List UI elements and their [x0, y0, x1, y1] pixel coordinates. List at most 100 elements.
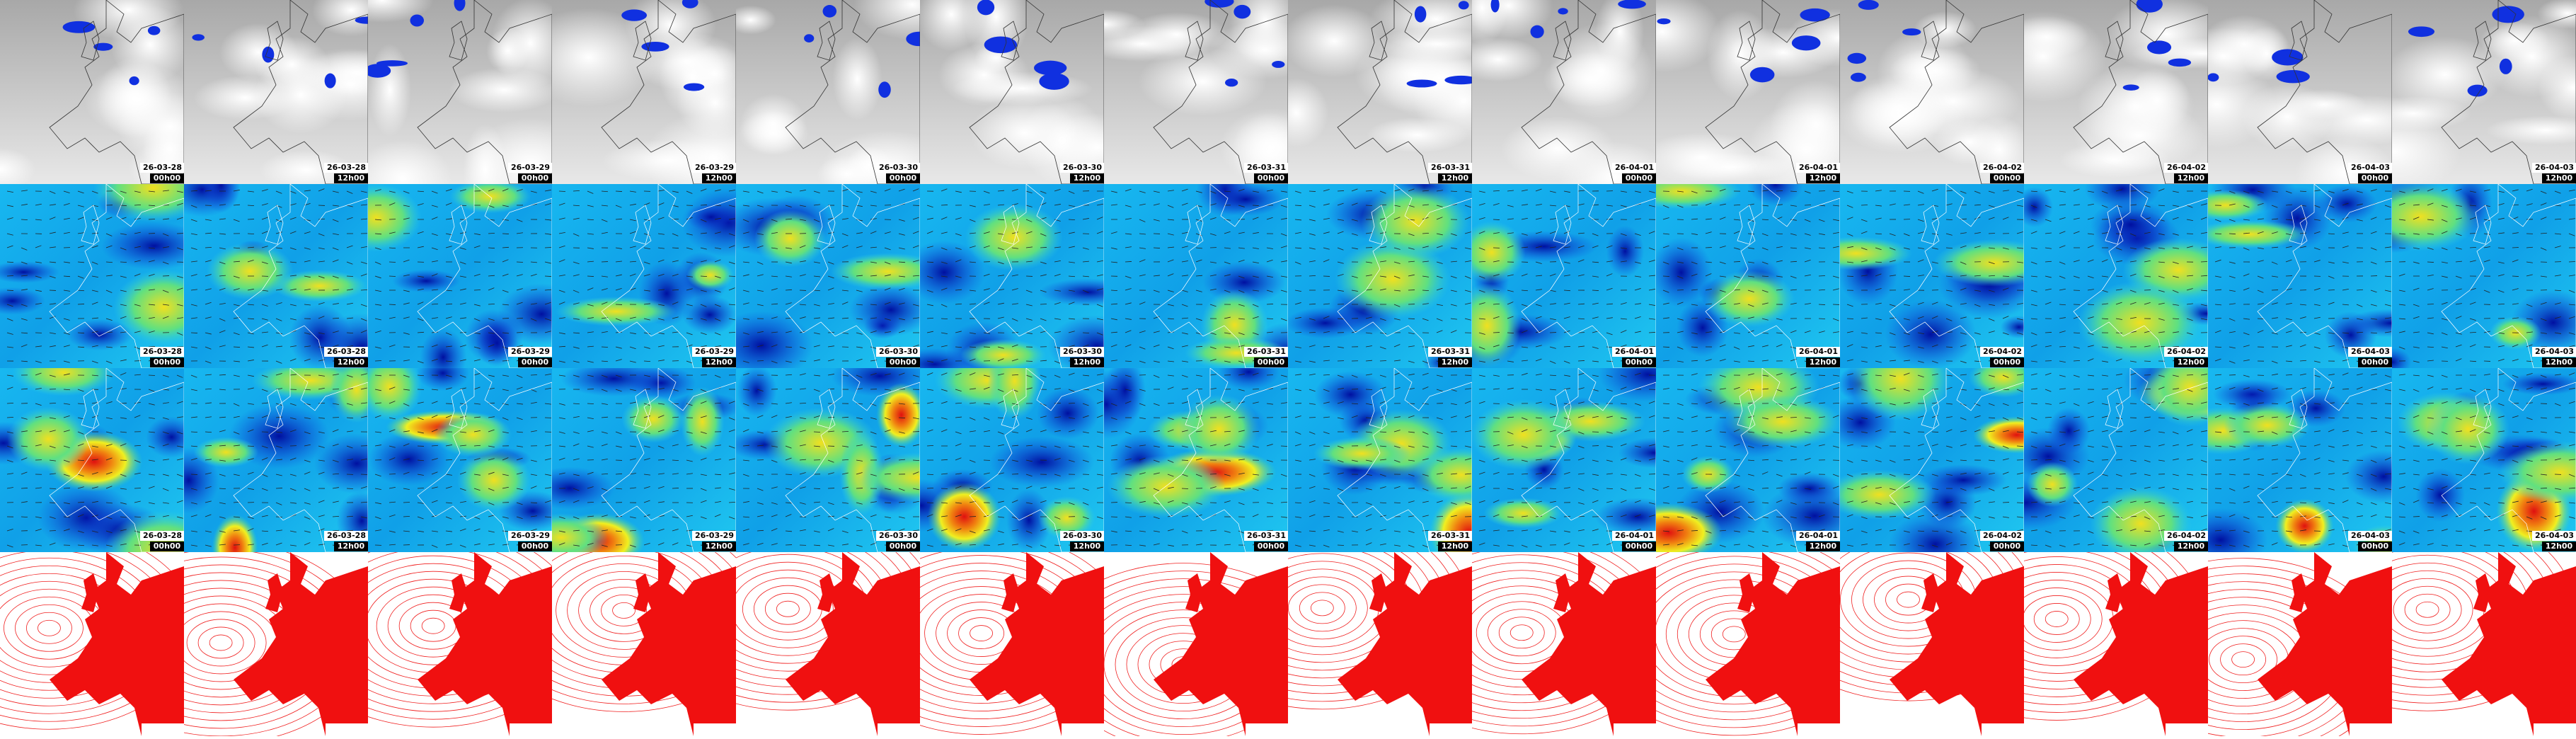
wind-arrow — [602, 347, 608, 348]
wind-arrow — [1366, 389, 1372, 390]
date-label: 26-03-28 — [327, 347, 366, 356]
date-label: 26-04-02 — [1983, 163, 2022, 172]
jet — [193, 437, 258, 467]
wind-arrow — [50, 488, 56, 489]
time-label: 00h00 — [522, 173, 549, 183]
precip — [2123, 84, 2139, 90]
time-label: 00h00 — [1258, 542, 1285, 551]
jet — [965, 204, 1062, 271]
calm — [1606, 226, 1644, 277]
time-label: 12h00 — [1074, 173, 1101, 183]
jet — [621, 395, 684, 443]
wind-arrow — [1323, 346, 1330, 347]
date-label: 26-04-03 — [2535, 163, 2574, 172]
cloud — [254, 37, 329, 93]
jet — [2191, 220, 2308, 248]
time-label: 12h00 — [338, 357, 365, 367]
wind-arrow — [1847, 276, 1853, 277]
jet — [449, 179, 531, 213]
precip — [822, 5, 836, 18]
wind-arrow — [403, 502, 410, 503]
time-label: 12h00 — [1810, 173, 1837, 183]
time-label: 12h00 — [1810, 542, 1837, 551]
cloud — [970, 96, 1079, 169]
precip — [1800, 8, 1829, 22]
wind-arrow — [2427, 262, 2434, 263]
time-label: 12h00 — [1442, 173, 1469, 183]
wind-arrow — [729, 276, 735, 277]
date-label: 26-04-02 — [2167, 347, 2206, 356]
date-label: 26-04-01 — [1615, 531, 1654, 540]
wind-arrow — [234, 347, 240, 348]
precip — [1459, 1, 1469, 9]
date-label: 26-03-28 — [143, 163, 182, 172]
wind-arrow — [2130, 190, 2137, 191]
date-label: 26-03-29 — [695, 163, 734, 172]
time-label: 12h00 — [2178, 173, 2205, 183]
wind-arrow — [1493, 219, 1500, 220]
jet — [1313, 437, 1410, 470]
precip — [1657, 18, 1671, 24]
calm — [476, 319, 518, 367]
date-label: 26-04-03 — [2535, 347, 2574, 356]
wind-arrow — [7, 290, 13, 291]
precip — [2492, 6, 2524, 23]
date-label: 26-03-30 — [879, 347, 918, 356]
date-label: 26-04-02 — [2167, 163, 2206, 172]
time-label: 12h00 — [706, 173, 733, 183]
precip — [325, 74, 336, 88]
calm — [1207, 183, 1284, 217]
cloud — [1543, 52, 1639, 108]
wind-arrow — [1734, 417, 1740, 418]
jet — [2027, 462, 2078, 507]
precip — [878, 81, 890, 98]
cloud — [1914, 11, 1977, 48]
precip — [1750, 67, 1775, 83]
time-label: 12h00 — [1810, 357, 1837, 367]
wind-arrow — [2470, 233, 2476, 234]
cloud — [1836, 80, 1965, 154]
jet — [1704, 270, 1795, 328]
date-label: 26-04-01 — [1799, 163, 1838, 172]
wind-arrow — [517, 332, 523, 333]
jet — [876, 383, 926, 447]
wind-arrow — [1904, 276, 1910, 277]
wind-arrow — [1125, 261, 1132, 262]
precip — [1558, 8, 1568, 14]
calm — [1778, 472, 1842, 504]
date-label: 26-03-28 — [143, 531, 182, 540]
wind-arrow — [1989, 233, 1995, 234]
time-label: 00h00 — [522, 542, 549, 551]
date-label: 26-03-31 — [1431, 531, 1470, 540]
cloud — [2124, 67, 2190, 133]
date-label: 26-04-01 — [1799, 347, 1838, 356]
date-label: 26-04-01 — [1799, 531, 1838, 540]
wind-arrow — [2512, 276, 2519, 277]
jet — [686, 260, 734, 290]
panel-layer — [1072, 354, 1288, 552]
jet — [1471, 399, 1577, 470]
date-label: 26-04-01 — [1615, 163, 1654, 172]
precip — [2408, 26, 2434, 37]
precip — [376, 60, 408, 67]
precip — [1225, 79, 1238, 86]
wind-arrow — [1819, 275, 1825, 276]
date-label: 26-03-31 — [1431, 163, 1470, 172]
time-label: 00h00 — [1258, 357, 1285, 367]
panel-layer — [1285, 163, 1472, 374]
precip — [148, 26, 160, 35]
wind-arrow — [1720, 318, 1726, 319]
date-label: 26-03-29 — [511, 347, 550, 356]
precip — [130, 76, 139, 85]
wind-arrow — [7, 275, 13, 276]
wind-arrow — [1253, 205, 1259, 206]
time-label: 00h00 — [522, 357, 549, 367]
precip — [1234, 5, 1250, 18]
calm — [392, 270, 460, 292]
jet — [556, 297, 677, 326]
jet — [7, 406, 90, 471]
calm — [737, 365, 777, 417]
time-label: 12h00 — [706, 542, 733, 551]
